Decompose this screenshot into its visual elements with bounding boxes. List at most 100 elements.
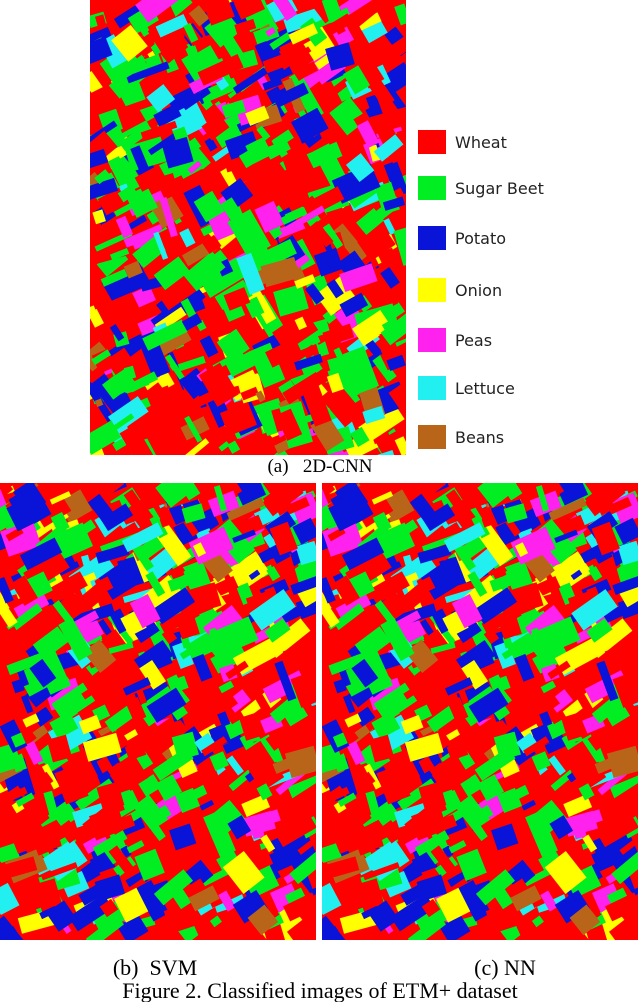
field <box>414 830 450 857</box>
field <box>251 688 273 715</box>
field <box>328 603 365 634</box>
field <box>265 337 303 368</box>
field <box>461 659 489 690</box>
field <box>322 786 350 809</box>
legend-label: Beans <box>455 428 504 447</box>
field <box>404 732 444 762</box>
field <box>611 492 638 525</box>
field <box>290 669 316 708</box>
field <box>218 680 235 694</box>
field <box>89 803 125 823</box>
field <box>262 483 304 517</box>
field <box>274 448 289 455</box>
field <box>444 825 475 846</box>
field <box>90 36 113 70</box>
field <box>266 566 281 582</box>
field <box>208 627 229 663</box>
field <box>386 354 406 372</box>
field <box>119 63 140 80</box>
field <box>584 483 626 517</box>
field <box>188 5 210 27</box>
field <box>554 889 591 924</box>
field <box>95 14 107 27</box>
field <box>245 105 270 126</box>
field <box>10 732 26 748</box>
field <box>570 569 583 581</box>
field <box>421 898 441 918</box>
field <box>300 380 332 427</box>
field <box>0 483 14 497</box>
field <box>234 18 257 35</box>
field <box>298 923 316 940</box>
field <box>514 542 529 557</box>
field <box>522 770 548 801</box>
field <box>586 618 613 643</box>
field <box>90 177 119 204</box>
field <box>50 800 79 829</box>
field <box>161 628 178 645</box>
field <box>54 764 89 805</box>
field <box>266 618 311 658</box>
field <box>483 628 500 645</box>
field <box>322 223 344 250</box>
field <box>357 224 396 262</box>
field <box>582 834 598 853</box>
field <box>40 862 78 881</box>
field <box>379 62 406 95</box>
field <box>192 542 207 557</box>
field <box>225 351 257 378</box>
field <box>221 99 246 118</box>
field <box>36 498 72 528</box>
field <box>112 438 127 451</box>
field <box>158 830 186 873</box>
field <box>256 403 281 437</box>
field <box>199 77 239 104</box>
field <box>289 492 316 525</box>
field <box>85 915 124 940</box>
field <box>123 260 143 279</box>
field <box>325 42 355 71</box>
field <box>611 848 638 885</box>
field <box>283 892 316 922</box>
field <box>0 592 10 614</box>
field <box>278 32 317 57</box>
field <box>485 902 520 934</box>
field <box>269 32 292 51</box>
field <box>294 274 316 289</box>
field <box>343 65 371 95</box>
field <box>140 120 178 140</box>
field <box>29 658 57 688</box>
field <box>322 576 336 604</box>
field <box>199 799 215 811</box>
field <box>90 120 118 148</box>
field <box>161 136 194 169</box>
field <box>380 307 406 346</box>
field <box>146 431 176 455</box>
field <box>247 904 279 936</box>
field <box>333 347 346 364</box>
field <box>596 660 619 702</box>
field <box>443 522 486 553</box>
field <box>78 714 102 735</box>
field <box>373 522 416 560</box>
field <box>481 804 494 819</box>
field <box>90 148 109 169</box>
field <box>281 496 310 517</box>
field <box>232 67 268 94</box>
field <box>94 169 111 185</box>
field <box>223 287 251 311</box>
field <box>109 276 147 300</box>
field <box>146 211 160 225</box>
field <box>192 653 213 682</box>
field <box>155 13 189 38</box>
field <box>172 564 186 577</box>
field <box>155 483 196 508</box>
legend-label: Sugar Beet <box>455 179 544 198</box>
field <box>496 609 522 640</box>
field <box>72 801 111 828</box>
classified-image-c <box>322 483 638 940</box>
field <box>355 813 372 829</box>
legend-swatch <box>418 376 446 400</box>
field <box>331 826 358 854</box>
field <box>108 310 127 325</box>
